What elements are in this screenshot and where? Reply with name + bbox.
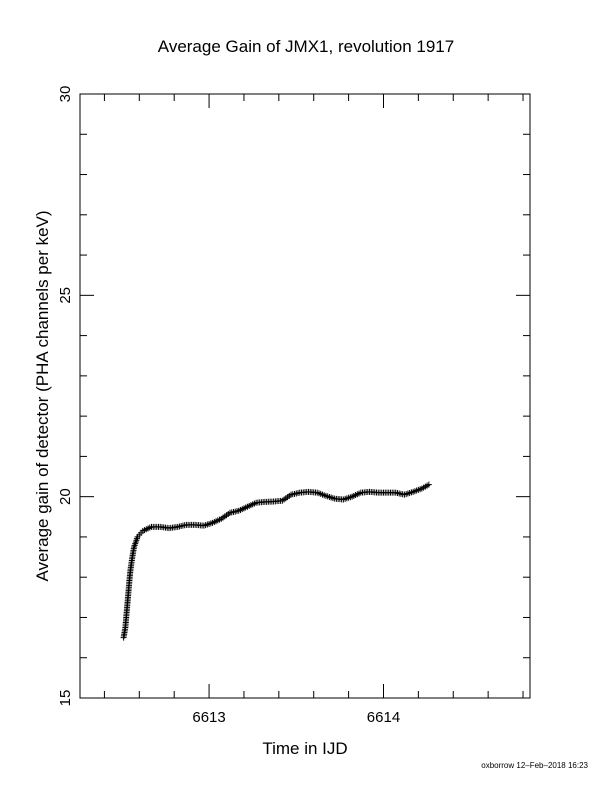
axis-ticks (80, 93, 530, 699)
data-series (120, 481, 432, 641)
y-tick-label: 30 (57, 86, 74, 103)
y-tick-label: 25 (57, 287, 74, 304)
x-axis-label: Time in IJD (262, 739, 347, 758)
x-tick-label: 6613 (192, 709, 225, 726)
data-point (425, 481, 432, 488)
plot-frame (79, 93, 531, 699)
y-tick-label: 20 (57, 488, 74, 505)
y-axis-label: Average gain of detector (PHA channels p… (33, 210, 52, 581)
x-tick-label: 6614 (367, 709, 400, 726)
footer-credit: oxborrow 12–Feb–2018 16:23 (481, 761, 588, 770)
chart-title: Average Gain of JMX1, revolution 1917 (158, 37, 454, 56)
axis-tick-labels: 6613 6614 15 20 25 30 (57, 86, 400, 726)
y-tick-label: 15 (57, 690, 74, 707)
